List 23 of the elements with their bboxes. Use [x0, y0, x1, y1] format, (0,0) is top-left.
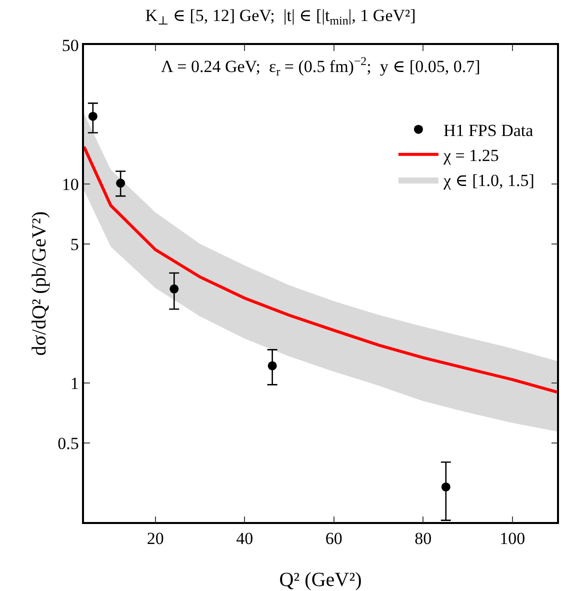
- annotation: Λ = 0.24 GeV; ε$_{r}$ = (0.5 fm)$^{−2}$; y ∈ [0.05, 0.7]: [161, 54, 480, 79]
- line-series: [84, 145, 557, 394]
- annotation: χ ∈ [1.0, 1.5]: [442, 171, 534, 190]
- point: [116, 178, 126, 188]
- x-tick-label: 80: [414, 529, 432, 548]
- point: [170, 284, 179, 294]
- x-tick-label: 60: [325, 529, 342, 548]
- y-axis-title: dσ/dQ² (pb/GeV²): [28, 211, 51, 356]
- legend-label: H1 FPS Data: [443, 120, 534, 140]
- y-tick-label: 50: [62, 36, 79, 55]
- x-tick-label: 100: [500, 529, 526, 548]
- x-axis-title: Q² (GeV²): [279, 569, 362, 591]
- y-tick-label: 10: [62, 174, 79, 194]
- y-tick-label: 0.5: [58, 434, 79, 453]
- legend-label: χ = 1.25: [442, 146, 499, 166]
- point: [268, 361, 277, 370]
- point: [441, 482, 450, 492]
- x-tick-label: 40: [236, 529, 254, 548]
- y-tick-label: 5: [70, 234, 79, 254]
- x-tick-label: 20: [146, 529, 164, 548]
- y-tick-label: 1: [70, 374, 79, 393]
- point: [88, 112, 98, 121]
- chart-title: K$_{⊥}$ ∈ [5, 12] GeV; |t| ∈ [|t$_{min}$|, 1 GeV²]: [145, 6, 416, 28]
